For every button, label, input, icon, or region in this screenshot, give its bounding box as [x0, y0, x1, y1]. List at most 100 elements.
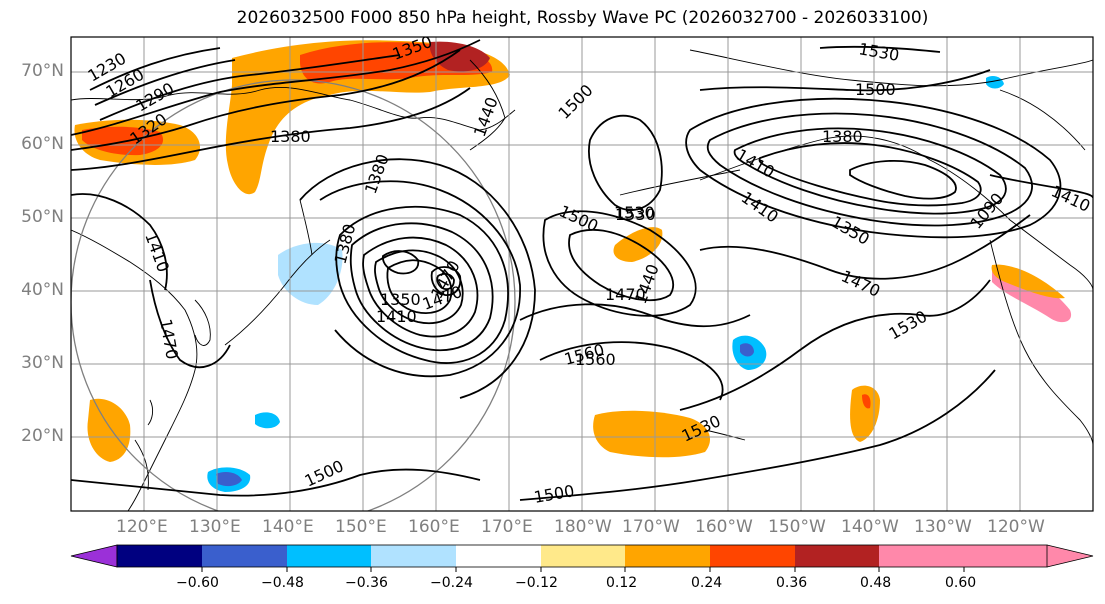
positive-anomaly-east-pacific: [850, 385, 880, 442]
coastline-sakhalin: [299, 199, 313, 256]
contour-1530-north: [819, 45, 941, 53]
lat-lon-grid: [71, 37, 1093, 511]
colorbar-segment: [710, 545, 795, 567]
coastline-aleutians: [619, 169, 741, 196]
coastline-taiwan: [147, 399, 154, 426]
coastline-philippines: [134, 439, 149, 491]
coastline-hawaii: [704, 429, 746, 441]
contour-1500-south-east: [519, 369, 996, 501]
contour-1530-east: [679, 279, 991, 411]
contour-label: 1380: [822, 127, 863, 146]
colorbar-tick-label: 0.36: [776, 575, 808, 591]
contour-1500-mid: [299, 158, 536, 399]
contour-label: 1500: [855, 80, 896, 99]
positive-anomaly-east-pacific-red: [862, 394, 871, 409]
lon-label-120e: 120°E: [116, 517, 168, 537]
figure-title: 2026032500 F000 850 hPa height, Rossby W…: [236, 8, 929, 28]
coastline-north-america-west: [989, 239, 1093, 446]
contour-label: 1560: [575, 350, 616, 369]
region-circle: [71, 79, 516, 511]
contour-1410-east: [989, 174, 1093, 199]
colorbar-tick-label: 0.60: [945, 575, 977, 591]
lon-label-130w: 130°W: [914, 517, 972, 537]
contour-label: 1410: [376, 307, 417, 326]
contour-1470-mid: [319, 180, 521, 378]
lon-label-140w: 140°W: [841, 517, 899, 537]
coastline-asia-east: [71, 229, 198, 511]
lon-label-170w: 170°W: [622, 517, 680, 537]
contour-1260: [94, 59, 236, 106]
lat-label-60n: 60°N: [21, 134, 64, 154]
contour-1320: [71, 39, 481, 136]
contour-gulf-low-3: [733, 127, 1007, 215]
coastline-korea: [194, 299, 211, 346]
coastline-japan: [224, 239, 331, 346]
negative-anomaly-alaska: [986, 76, 1004, 89]
lon-label-180w: 180°W: [554, 517, 612, 537]
lat-label-70n: 70°N: [21, 61, 64, 81]
lat-label-20n: 20°N: [21, 426, 64, 446]
colorbar-segment: [456, 545, 541, 567]
colorbar-segment: [371, 545, 456, 567]
contour-label: 1380: [270, 127, 311, 146]
coastline-canada-inner: [999, 89, 1086, 151]
coastline-kamchatka: [469, 59, 506, 151]
colorbar: [70, 544, 1094, 572]
lon-label-140e: 140°E: [262, 517, 314, 537]
colorbar-frame: [116, 544, 1048, 568]
colorbar-extend-high: [964, 545, 1093, 567]
lon-label-150w: 150°W: [768, 517, 826, 537]
contour-gulf-low-outer: [685, 97, 1062, 239]
contour-central-1500: [542, 210, 697, 317]
colorbar-tick-label: −0.60: [176, 575, 219, 591]
contour-1560-subtropical: [539, 341, 724, 401]
contour-1410-west: [71, 193, 168, 291]
contour-1470-west: [149, 279, 231, 369]
colorbar-tick-label: −0.48: [261, 575, 304, 591]
colorbar-extend-low: [70, 544, 118, 568]
negative-anomaly-small: [255, 412, 280, 429]
colorbar-frame-right: [1046, 544, 1094, 568]
colorbar-tick-label: 0.12: [606, 575, 638, 591]
contour-ridge-1530: [588, 114, 663, 211]
negative-anomaly-hawaii-north-dark: [740, 343, 754, 357]
contour-low-2: [349, 222, 494, 352]
lat-label-40n: 40°N: [21, 280, 64, 300]
contour-low-7-east: [436, 273, 455, 291]
lon-label-150e: 150°E: [335, 517, 387, 537]
colorbar-segment: [879, 545, 964, 567]
lon-label-170e: 170°E: [481, 517, 533, 537]
contour-1470-east: [699, 214, 1031, 280]
coastline-alaska-north: [689, 49, 1093, 87]
colorbar-segment: [541, 545, 625, 567]
contour-1500-south: [71, 468, 481, 497]
colorbar-segment: [287, 545, 371, 567]
colorbar-segment: [795, 545, 879, 567]
positive-anomaly-arctic-siberia: [225, 40, 510, 195]
lat-label-50n: 50°N: [21, 207, 64, 227]
contour-label: 1470: [605, 285, 646, 304]
lon-label-160e: 160°E: [408, 517, 460, 537]
colorbar-ticks: [201, 567, 965, 572]
colorbar-tick-label: 0.48: [860, 575, 892, 591]
contour-gulf-low-4: [758, 142, 982, 207]
contour-low-4: [374, 249, 464, 325]
contour-central-low: [568, 228, 675, 302]
lat-label-30n: 30°N: [21, 353, 64, 373]
contour-1350: [71, 49, 461, 151]
contour-label: 1350: [380, 290, 421, 309]
positive-anomaly-west-coast-edge: [991, 264, 1065, 299]
contour-low-3: [362, 236, 479, 338]
positive-anomaly-subtropical: [593, 410, 710, 458]
contour-low-6-east: [430, 266, 462, 296]
contour-1380-north: [71, 87, 471, 171]
lon-label-160w: 160°W: [695, 517, 753, 537]
negative-anomaly-japan-light: [278, 242, 343, 305]
contour-1290: [99, 54, 401, 121]
lon-label-120w: 120°W: [987, 517, 1045, 537]
contour-gulf-low-5: [849, 160, 957, 200]
positive-anomaly-arctic-dark: [429, 41, 490, 72]
lon-label-130e: 130°E: [189, 517, 241, 537]
colorbar-tick-label: −0.36: [345, 575, 388, 591]
